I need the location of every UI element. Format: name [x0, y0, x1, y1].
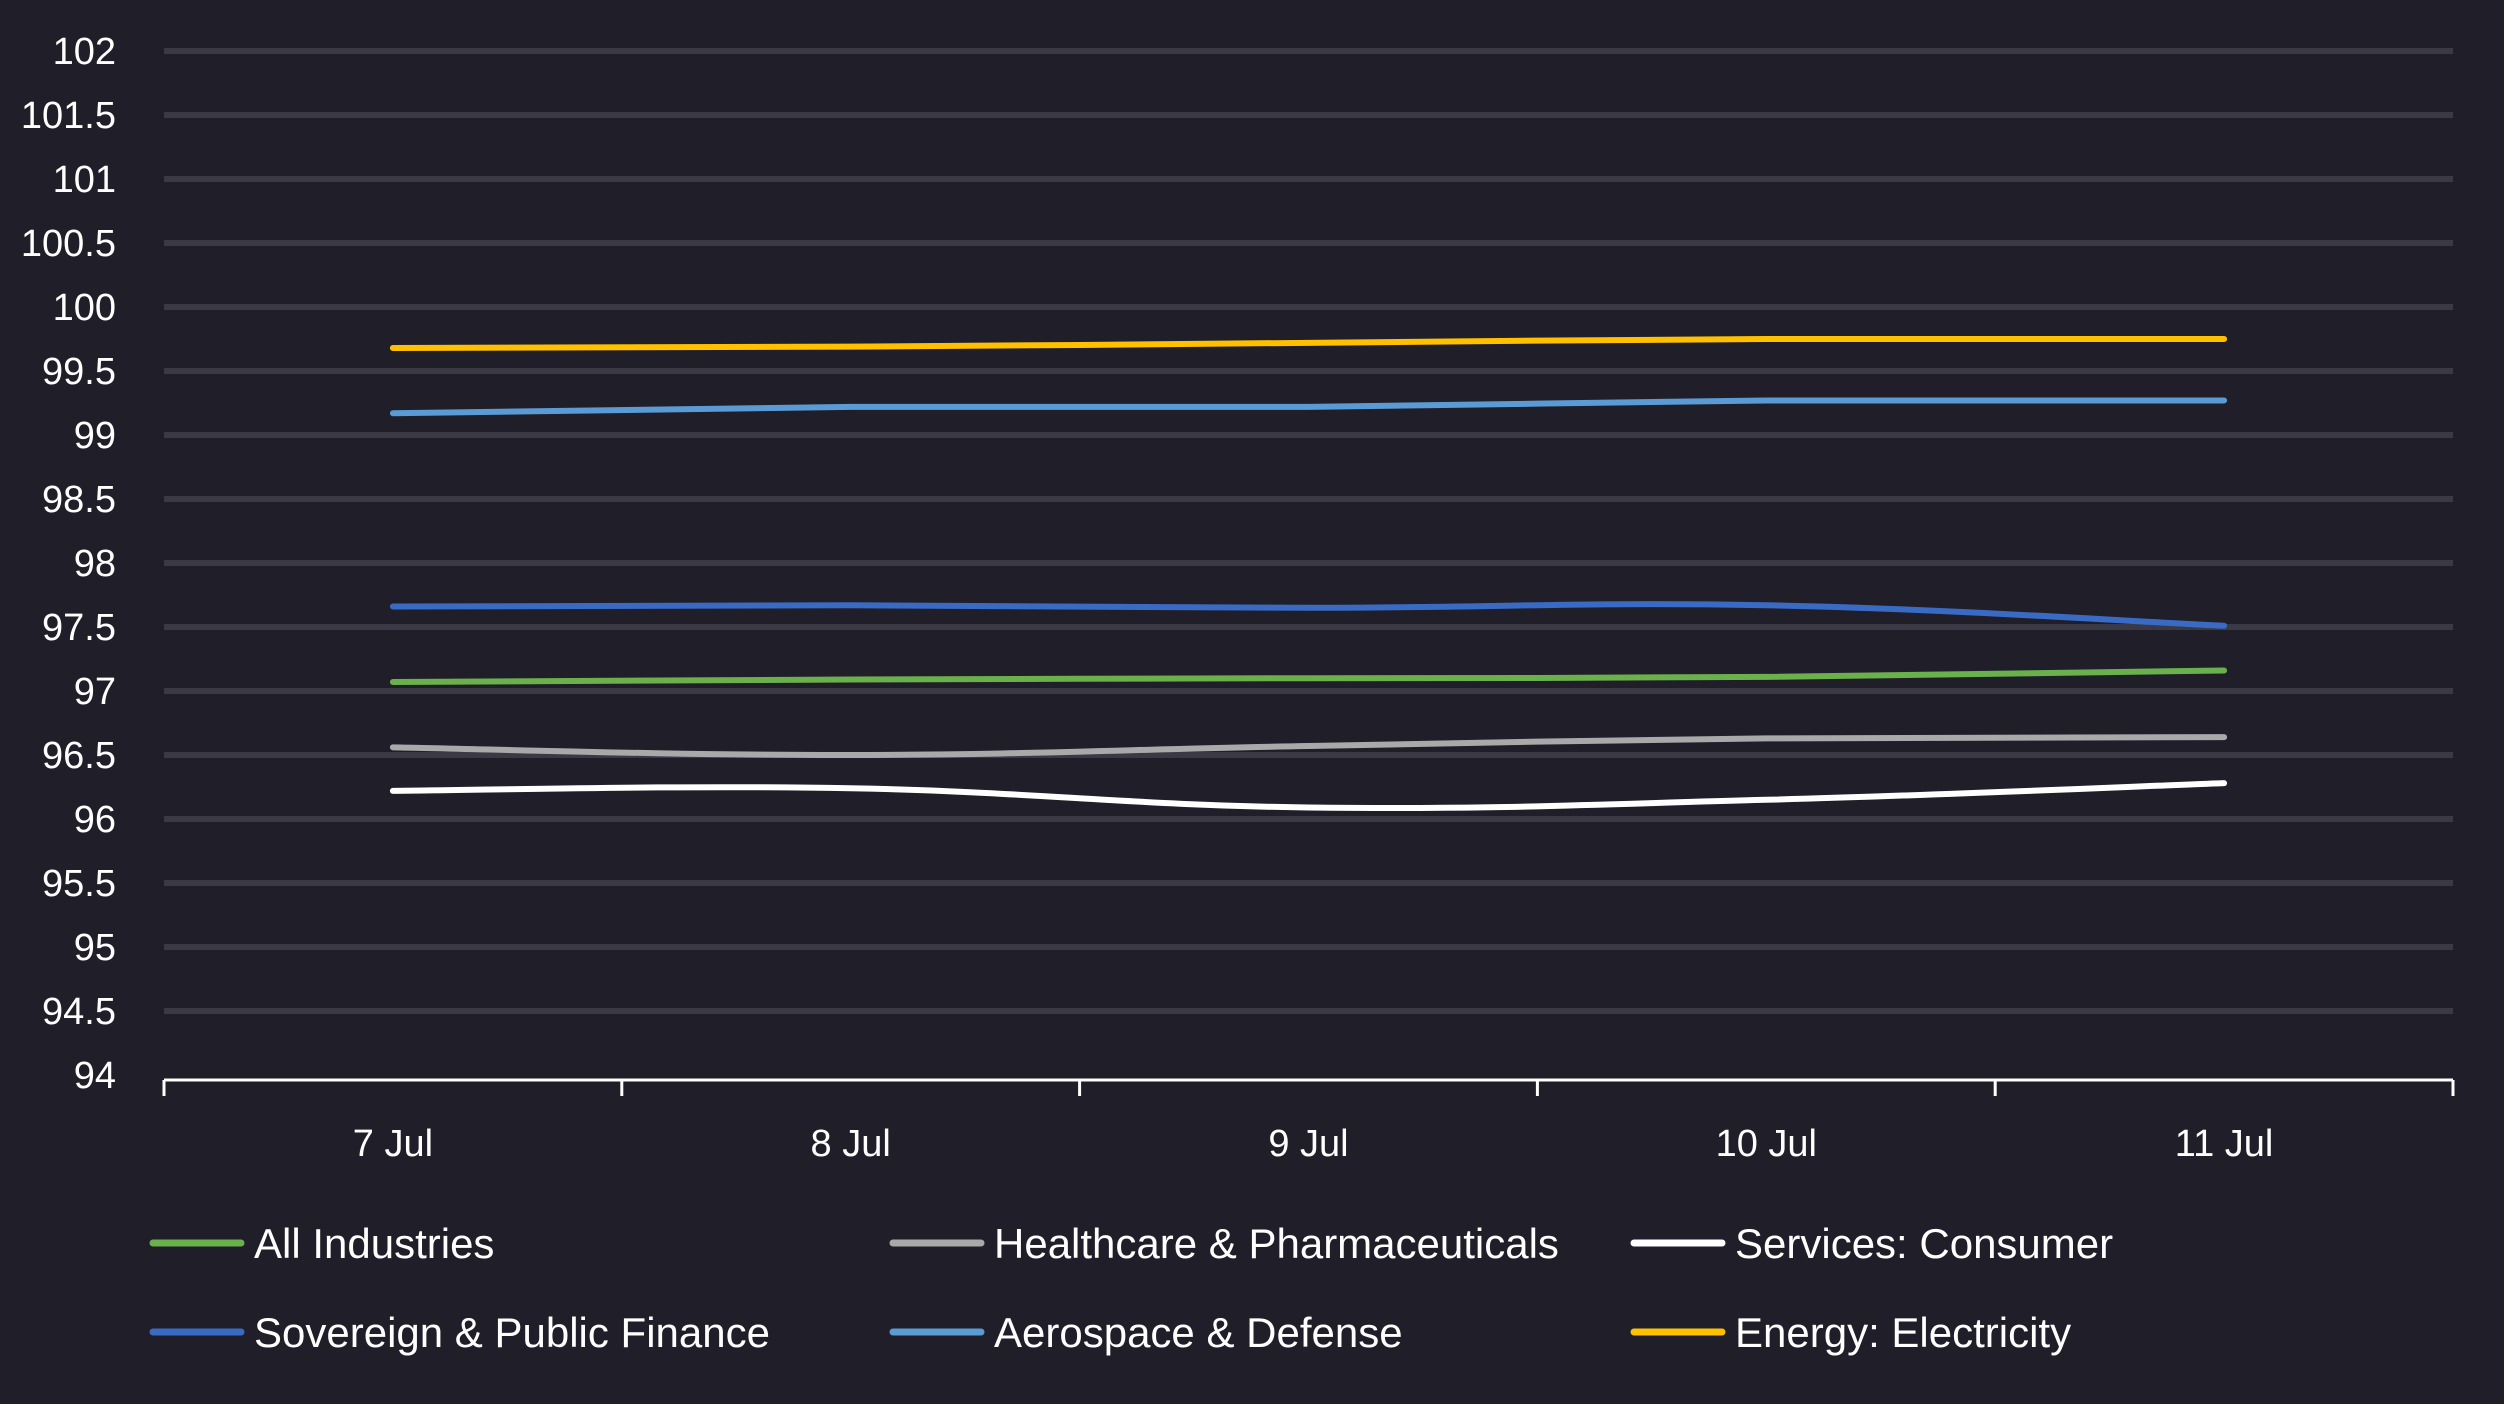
x-tick-label: 11 Jul — [2175, 1123, 2274, 1165]
legend-label: All Industries — [254, 1220, 494, 1267]
series-line-services-consumer — [389, 780, 2228, 812]
y-tick-label: 99.5 — [42, 351, 116, 393]
y-tick-label: 101 — [53, 159, 116, 201]
y-tick-label: 100.5 — [21, 223, 116, 265]
legend: All Industries Healthcare & Pharmaceutica… — [149, 1220, 2113, 1356]
y-tick-label: 100 — [53, 287, 116, 329]
y-axis-tick-labels: 94 94.5 95 95.5 96 96.5 97 97.5 98 98.5 99 99.5 100 1… — [21, 31, 116, 1097]
y-tick-label: 94 — [74, 1055, 116, 1097]
legend-label: Healthcare & Pharmaceuticals — [994, 1220, 1559, 1267]
gridlines — [164, 48, 2453, 1014]
y-tick-label: 95 — [74, 927, 116, 969]
y-tick-label: 101.5 — [21, 95, 116, 137]
y-tick-label: 97 — [74, 671, 116, 713]
x-tick-label: 9 Jul — [1268, 1123, 1348, 1165]
series-lines — [389, 335, 2228, 812]
y-tick-label: 98.5 — [42, 479, 116, 521]
legend-label: Sovereign & Public Finance — [254, 1309, 770, 1356]
legend-label: Aerospace & Defense — [994, 1309, 1403, 1356]
series-line-aerospace-defense — [389, 396, 2228, 417]
y-tick-label: 96.5 — [42, 735, 116, 777]
y-tick-label: 96 — [74, 799, 116, 841]
x-axis-tick-labels: 7 Jul 8 Jul 9 Jul 10 Jul 11 Jul — [353, 1123, 2274, 1165]
x-tick-label: 10 Jul — [1716, 1123, 1817, 1165]
y-tick-label: 102 — [53, 31, 116, 73]
y-tick-label: 97.5 — [42, 607, 116, 649]
series-line-all-industries — [389, 667, 2228, 686]
series-line-energy-electricity — [389, 335, 2228, 351]
x-tick-label: 7 Jul — [353, 1123, 433, 1165]
legend-item-services-consumer: Services: Consumer — [1630, 1220, 2113, 1267]
legend-item-sovereign-public-finance: Sovereign & Public Finance — [149, 1309, 770, 1356]
y-tick-label: 95.5 — [42, 863, 116, 905]
y-tick-label: 99 — [74, 415, 116, 457]
series-line-healthcare-pharmaceuticals — [389, 734, 2228, 759]
x-tick-label: 8 Jul — [811, 1123, 891, 1165]
legend-label: Services: Consumer — [1735, 1220, 2113, 1267]
legend-item-energy-electricity: Energy: Electricity — [1630, 1309, 2071, 1356]
legend-label: Energy: Electricity — [1735, 1309, 2071, 1356]
legend-item-aerospace-defense: Aerospace & Defense — [889, 1309, 1403, 1356]
x-axis — [162, 1078, 2455, 1096]
y-tick-label: 94.5 — [42, 991, 116, 1033]
legend-item-all-industries: All Industries — [149, 1220, 494, 1267]
legend-item-healthcare-pharmaceuticals: Healthcare & Pharmaceuticals — [889, 1220, 1559, 1267]
y-tick-label: 98 — [74, 543, 116, 585]
series-line-sovereign-public-finance — [389, 601, 2228, 629]
